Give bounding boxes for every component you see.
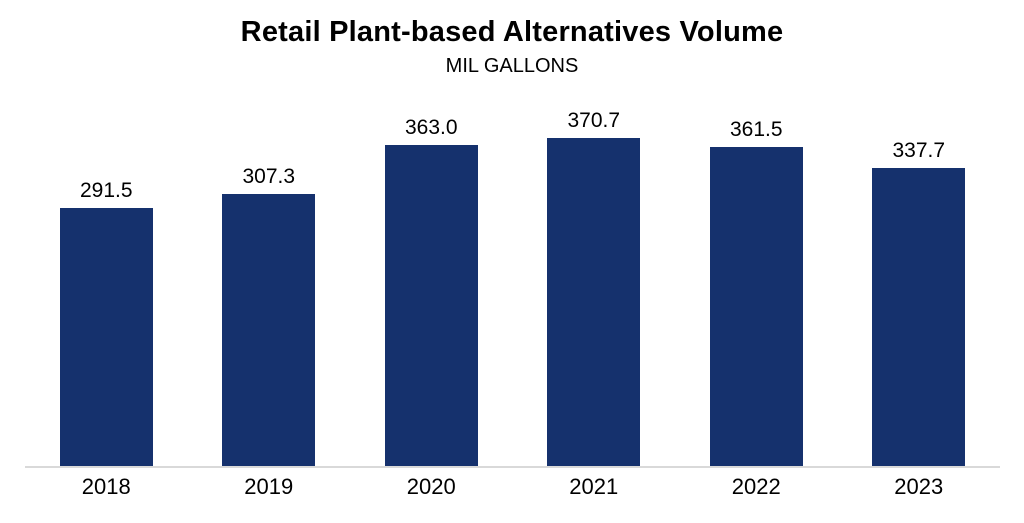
bar-group-2021: 370.7 [513, 86, 676, 466]
x-axis-label-2018: 2018 [81, 474, 131, 499]
bar-value-label-2018: 291.5 [79, 179, 133, 203]
chart-title: Retail Plant-based Alternatives Volume [240, 16, 784, 48]
bar-2020 [384, 145, 478, 466]
x-axis-label-2019: 2019 [244, 474, 294, 499]
bar-group-2022: 361.5 [675, 86, 838, 466]
bar-2021 [547, 138, 641, 466]
bar-group-2019: 307.3 [188, 86, 351, 466]
bar-value-label-2020: 363.0 [404, 116, 458, 140]
bar-2022 [709, 146, 803, 466]
bar-group-2018: 291.5 [25, 86, 188, 466]
plot-area: 291.5 307.3 363.0 370.7 361.5 337.7 [25, 86, 1000, 466]
bar-value-label-2022: 361.5 [729, 117, 783, 141]
bar-value-label-2019: 307.3 [242, 165, 296, 189]
chart-subtitle: MIL GALLONS [445, 55, 579, 77]
bar-2023 [872, 167, 966, 466]
bar-value-label-2023: 337.7 [892, 138, 946, 162]
x-axis-label-2023: 2023 [894, 474, 944, 499]
x-axis-label-2021: 2021 [569, 474, 619, 499]
x-axis-label-2020: 2020 [406, 474, 456, 499]
bar-2019 [222, 194, 316, 466]
bar-value-label-2021: 370.7 [567, 109, 621, 133]
bar-group-2020: 363.0 [350, 86, 513, 466]
plot-wrapper: 291.5 307.3 363.0 370.7 361.5 337.7 [25, 86, 1000, 468]
bar-group-2023: 337.7 [838, 86, 1001, 466]
x-axis-label-2022: 2022 [731, 474, 781, 499]
bar-2018 [59, 208, 153, 466]
x-axis-labels: 2018 2019 2020 2021 2022 2023 [25, 474, 1000, 500]
